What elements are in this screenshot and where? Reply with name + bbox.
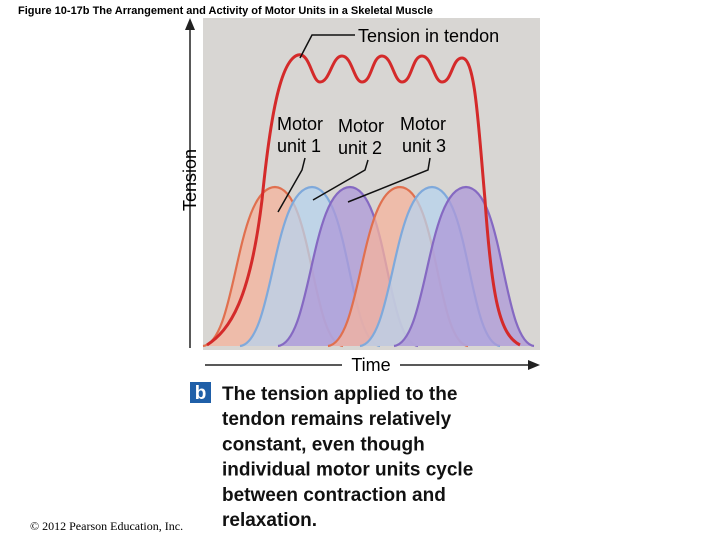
leader-line (312, 159, 369, 201)
caption-line: individual motor units cycle (222, 460, 473, 481)
leader-line (347, 157, 431, 203)
copyright: © 2012 Pearson Education, Inc. (30, 519, 183, 533)
y-axis-label: Tension (180, 149, 200, 211)
panel-badge (190, 382, 211, 403)
motor-unit-label: Motor (338, 116, 384, 136)
caption-line: relaxation. (222, 510, 317, 531)
x-axis-label: Time (351, 355, 390, 375)
caption-line: between contraction and (222, 485, 446, 506)
motor-unit-label: Motor (400, 114, 446, 134)
panel-letter: b (195, 383, 207, 404)
y-axis-arrow (185, 18, 195, 30)
caption-line: The tension applied to the (222, 384, 457, 405)
motor-unit-label: Motor (277, 114, 323, 134)
motor-unit-curves (202, 185, 535, 348)
caption: The tension applied to the tendon remains… (222, 384, 473, 531)
motor-unit-label: unit 2 (338, 138, 382, 158)
caption-line: tendon remains relatively (222, 409, 452, 430)
leader-line (277, 157, 306, 213)
leader-line (299, 34, 355, 59)
tendon-tension-curve (206, 53, 521, 347)
x-axis-arrow (528, 360, 540, 370)
tendon-annotation: Tension in tendon (358, 26, 499, 46)
motor-unit-label: unit 1 (277, 136, 321, 156)
motor-unit-label: unit 3 (402, 136, 446, 156)
figure-title: Figure 10-17b The Arrangement and Activi… (18, 5, 433, 17)
caption-line: constant, even though (222, 434, 425, 455)
